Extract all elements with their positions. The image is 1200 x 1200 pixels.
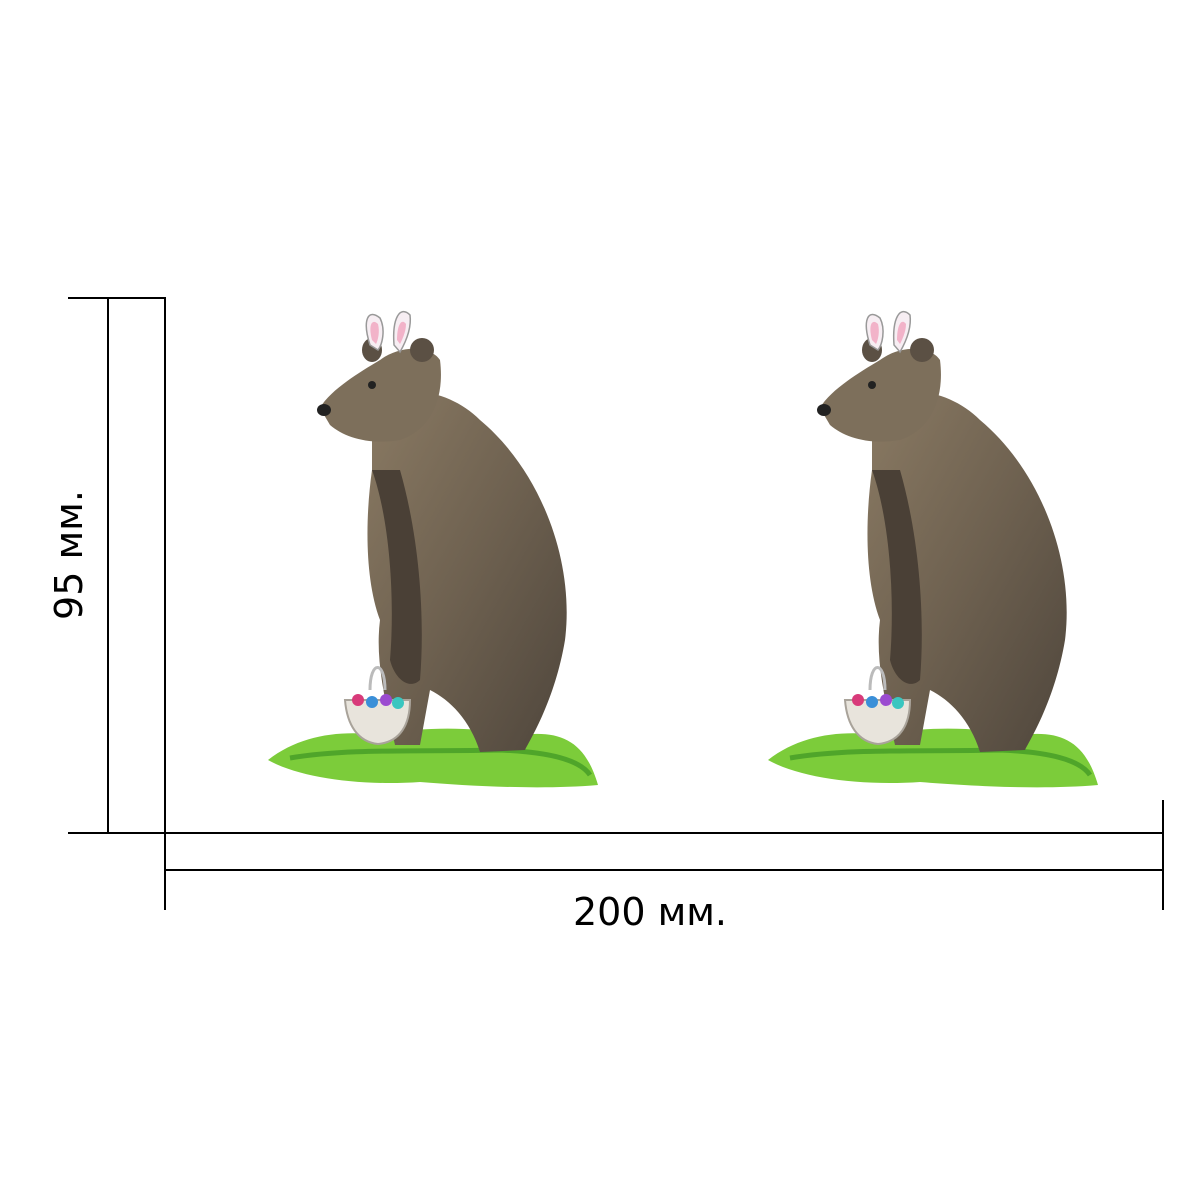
- width-label: 200 мм.: [573, 890, 727, 934]
- width-dimension: 200 мм.: [164, 800, 1164, 934]
- bear-illustration: [268, 312, 598, 788]
- bear-illustration: [768, 312, 1098, 788]
- height-dimension: 95 мм.: [47, 297, 166, 834]
- illustration: [268, 312, 1098, 788]
- height-label: 95 мм.: [47, 490, 91, 620]
